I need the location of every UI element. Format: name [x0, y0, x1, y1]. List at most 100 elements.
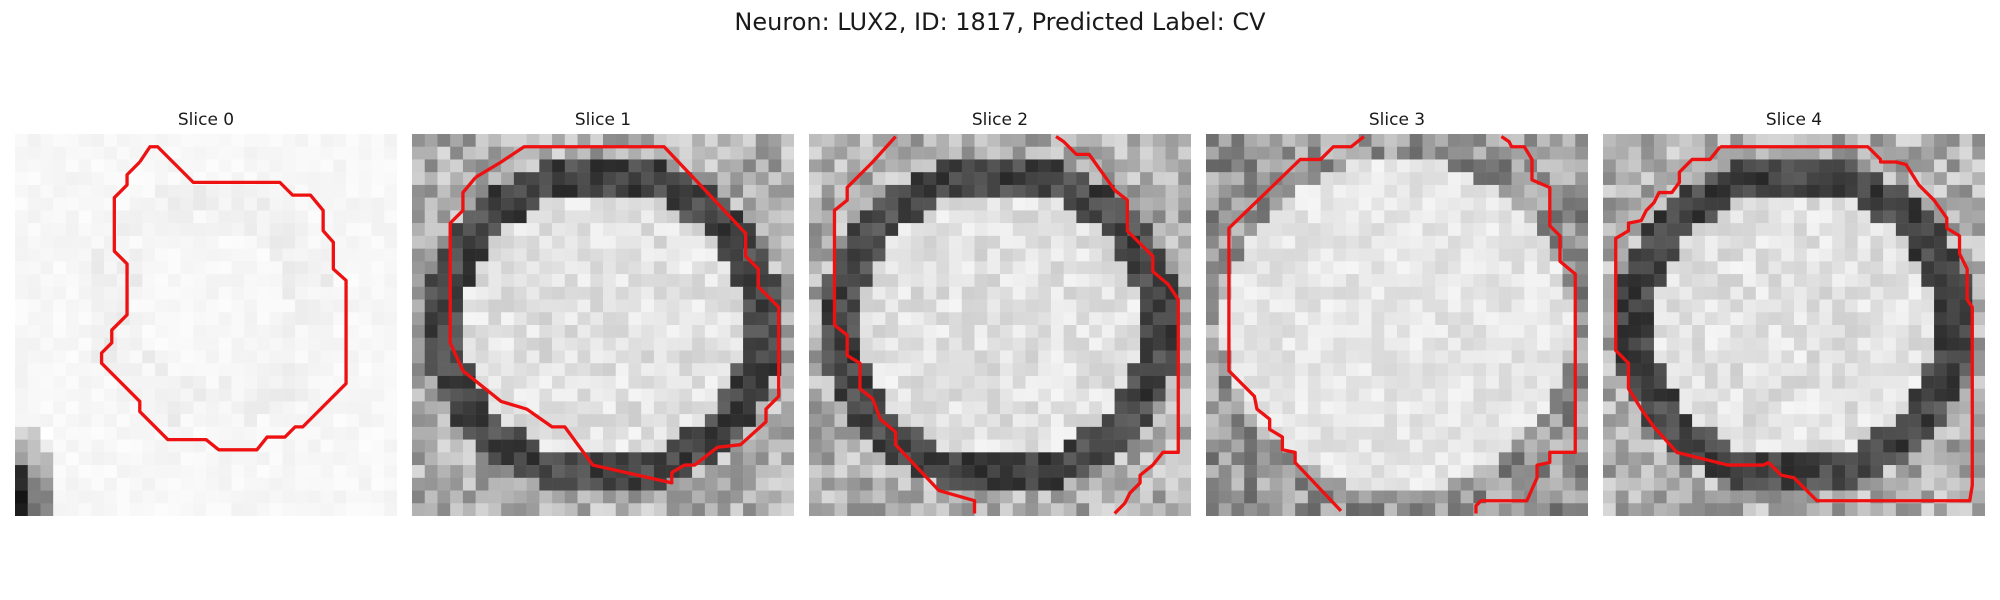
image-pixel — [755, 223, 769, 237]
image-pixel — [974, 286, 988, 300]
image-pixel — [1562, 299, 1576, 313]
image-pixel — [1295, 197, 1309, 211]
image-pixel — [1692, 439, 1706, 453]
image-pixel — [475, 184, 489, 198]
image-pixel — [1603, 134, 1616, 147]
image-pixel — [1165, 134, 1179, 147]
image-pixel — [809, 286, 822, 300]
image-pixel — [1832, 223, 1846, 237]
image-pixel — [1076, 477, 1090, 491]
image-pixel — [116, 426, 130, 440]
image-pixel — [974, 439, 988, 453]
image-pixel — [1628, 261, 1642, 275]
image-pixel — [40, 465, 54, 479]
image-pixel — [1704, 325, 1718, 338]
image-pixel — [1921, 375, 1935, 389]
image-pixel — [1152, 184, 1166, 198]
image-pixel — [1206, 426, 1219, 440]
image-pixel — [1819, 197, 1833, 211]
image-pixel — [577, 363, 591, 377]
image-pixel — [755, 337, 769, 351]
image-pixel — [1562, 286, 1576, 300]
image-pixel — [371, 452, 385, 466]
image-pixel — [1165, 197, 1179, 211]
image-pixel — [1946, 477, 1960, 491]
image-pixel — [552, 337, 566, 351]
image-pixel — [1768, 197, 1782, 211]
image-pixel — [1140, 477, 1154, 491]
image-pixel — [1384, 184, 1398, 198]
image-pixel — [53, 146, 67, 160]
image-pixel — [923, 401, 937, 415]
image-pixel — [488, 134, 502, 147]
image-pixel — [1972, 452, 1985, 466]
image-pixel — [27, 248, 41, 262]
image-pixel — [269, 325, 283, 338]
image-pixel — [885, 350, 899, 364]
image-pixel — [1473, 274, 1487, 288]
image-pixel — [1473, 159, 1487, 173]
image-pixel — [1397, 401, 1410, 415]
image-pixel — [244, 197, 258, 211]
image-pixel — [1549, 325, 1563, 338]
image-pixel — [1038, 337, 1052, 351]
image-pixel — [987, 210, 1001, 224]
image-pixel — [1666, 426, 1680, 440]
image-pixel — [1231, 363, 1245, 377]
image-pixel — [1794, 426, 1807, 440]
image-pixel — [1615, 261, 1629, 275]
image-pixel — [1101, 388, 1115, 402]
image-pixel — [180, 248, 194, 262]
image-pixel — [1206, 312, 1219, 326]
image-pixel — [1269, 325, 1283, 338]
image-pixel — [129, 248, 143, 262]
image-pixel — [781, 439, 794, 453]
image-pixel — [412, 159, 425, 173]
image-pixel — [1486, 426, 1500, 440]
image-pixel — [1346, 503, 1360, 516]
image-pixel — [320, 490, 334, 504]
image-pixel — [1269, 401, 1283, 415]
image-pixel — [1615, 184, 1629, 198]
image-pixel — [333, 503, 347, 516]
image-pixel — [755, 184, 769, 198]
image-pixel — [475, 299, 489, 313]
image-pixel — [755, 452, 769, 466]
image-pixel — [65, 350, 79, 364]
image-pixel — [218, 248, 232, 262]
image-pixel — [1628, 223, 1642, 237]
image-pixel — [1704, 223, 1718, 237]
image-pixel — [320, 261, 334, 275]
image-pixel — [371, 312, 385, 326]
image-pixel — [1562, 184, 1576, 198]
image-pixel — [961, 146, 975, 160]
image-pixel — [1025, 325, 1039, 338]
image-pixel — [1666, 146, 1680, 160]
image-pixel — [1908, 197, 1922, 211]
image-pixel — [564, 452, 578, 466]
image-pixel — [91, 465, 105, 479]
image-pixel — [526, 159, 540, 173]
image-pixel — [1934, 414, 1948, 428]
slice-title: Slice 1 — [574, 110, 632, 130]
image-pixel — [1946, 363, 1960, 377]
image-pixel — [859, 375, 873, 389]
image-pixel — [40, 235, 54, 249]
image-pixel — [1883, 210, 1897, 224]
image-pixel — [1730, 134, 1744, 147]
image-pixel — [1165, 350, 1179, 364]
image-pixel — [859, 490, 873, 504]
image-pixel — [1666, 363, 1680, 377]
image-pixel — [628, 414, 642, 428]
image-pixel — [206, 146, 219, 160]
image-pixel — [1422, 363, 1436, 377]
image-pixel — [653, 401, 667, 415]
image-pixel — [1422, 490, 1436, 504]
image-pixel — [1562, 350, 1576, 364]
image-pixel — [1743, 401, 1757, 415]
image-pixel — [898, 401, 912, 415]
image-pixel — [1883, 426, 1897, 440]
image-pixel — [1384, 490, 1398, 504]
image-pixel — [346, 401, 360, 415]
image-pixel — [679, 299, 693, 313]
